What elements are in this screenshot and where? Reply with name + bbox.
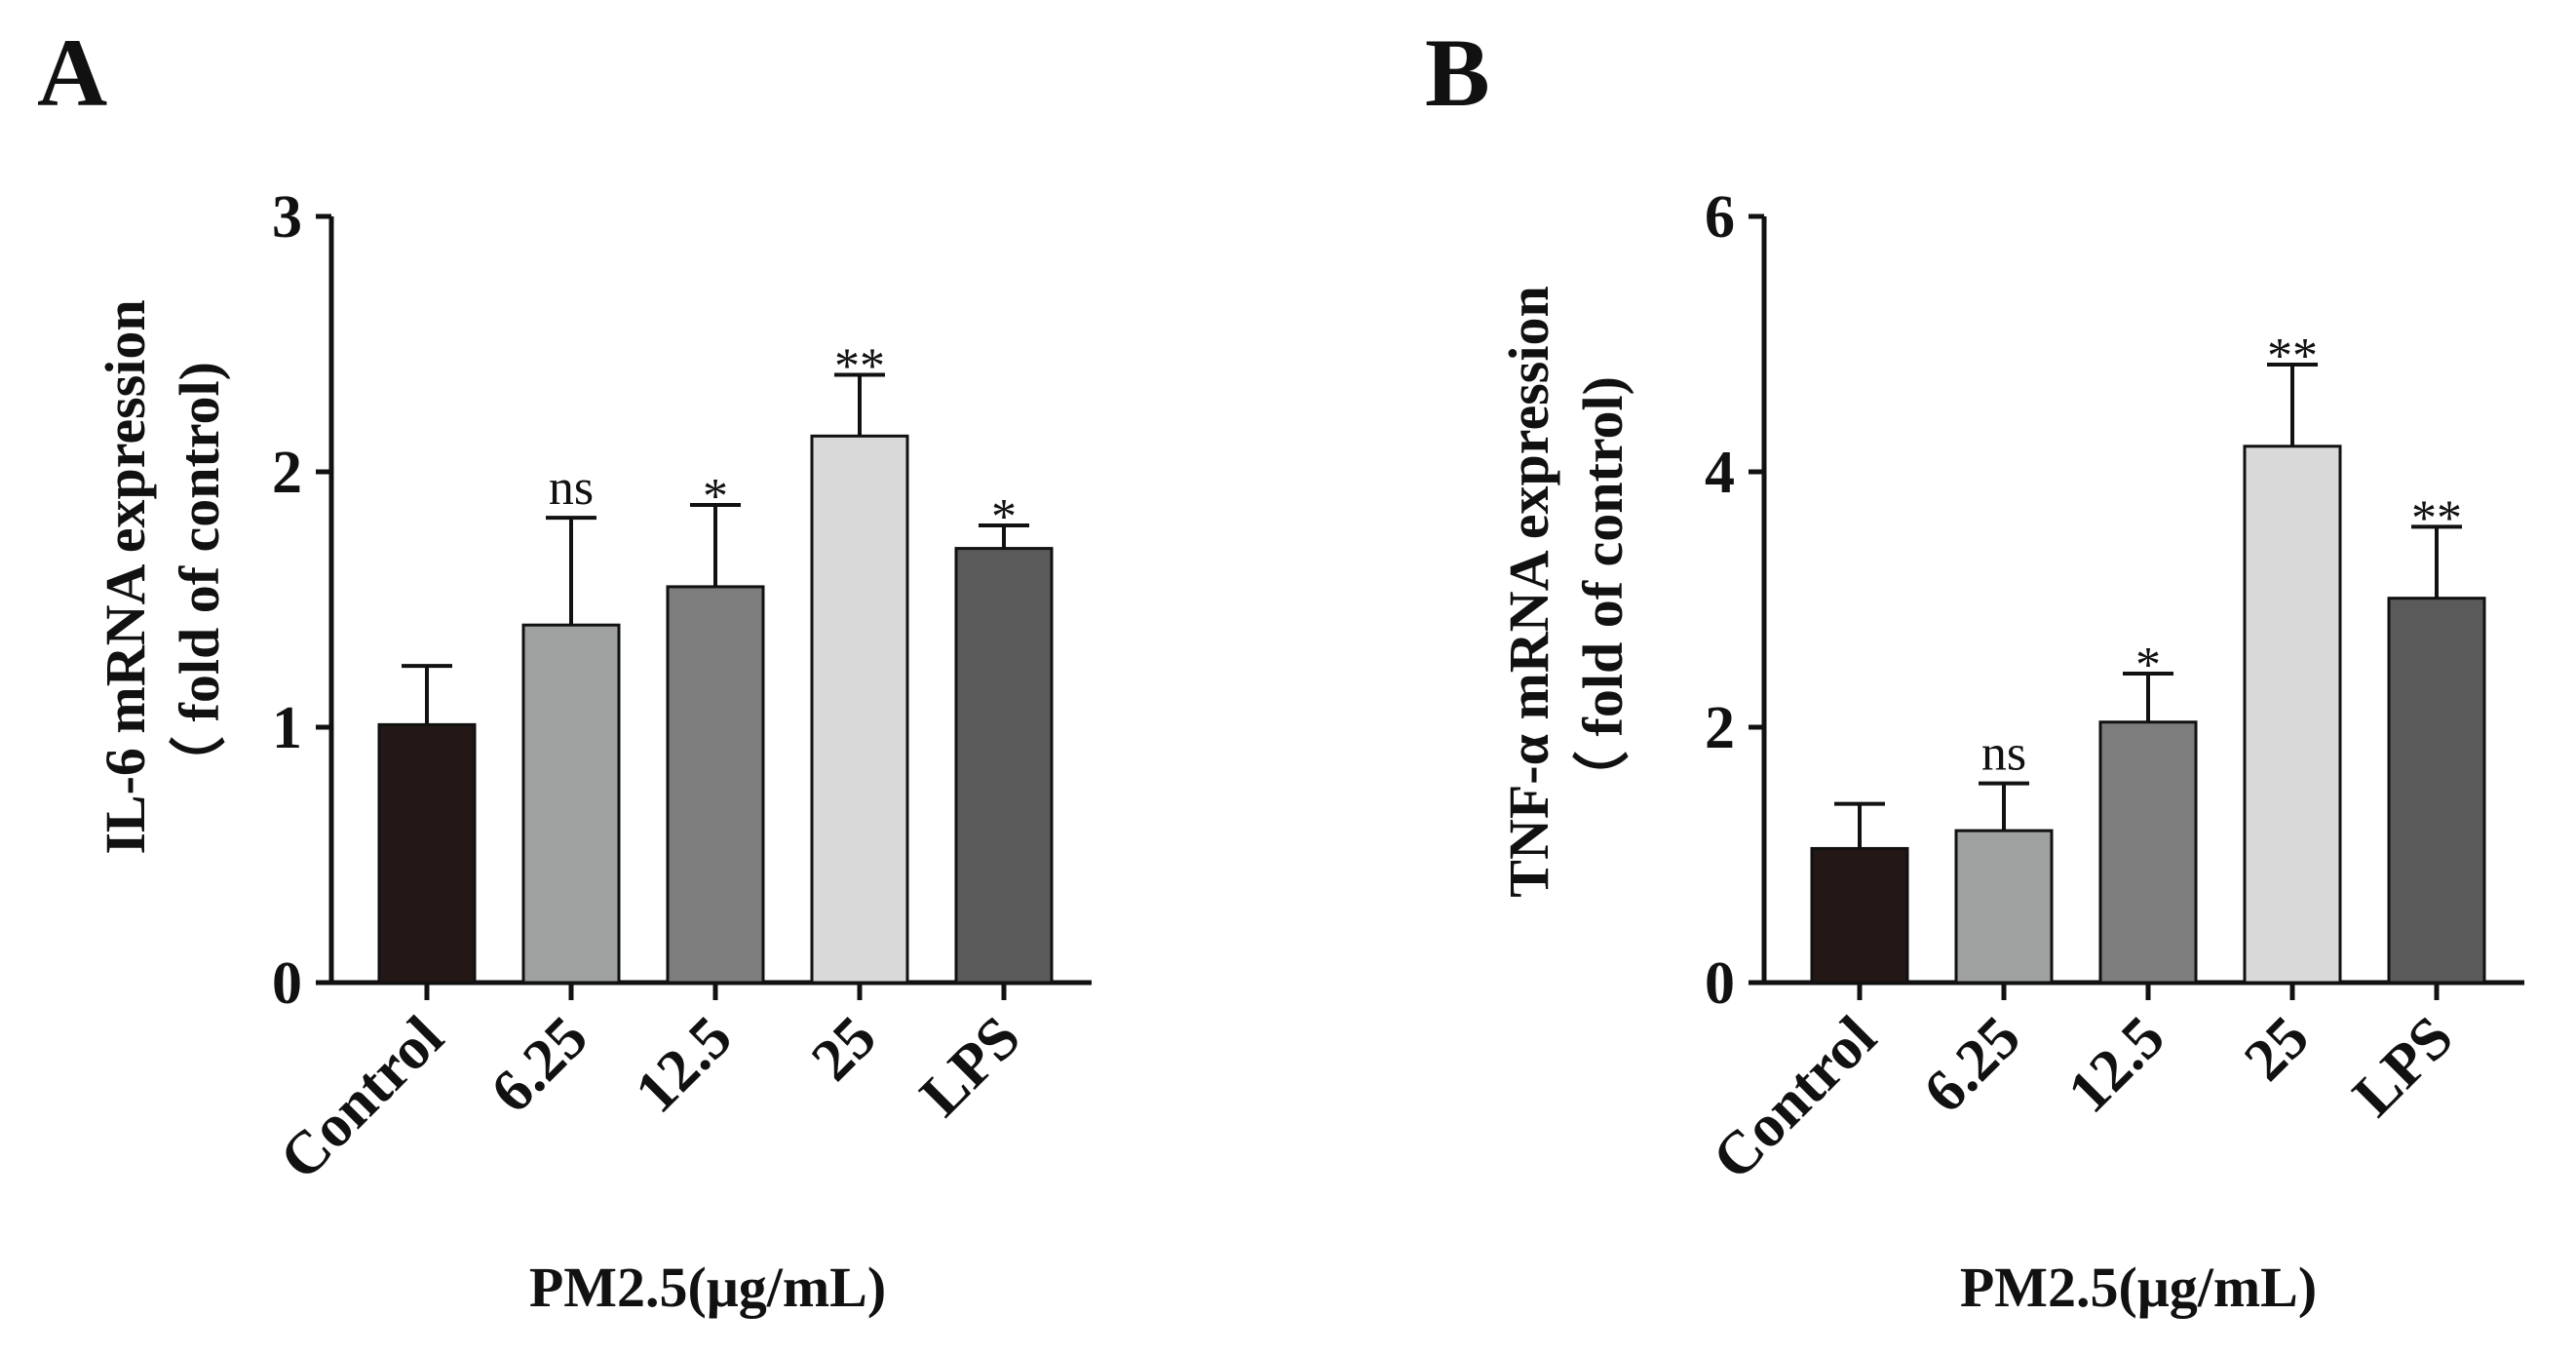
panel-b-significance-label: ** — [2411, 490, 2462, 546]
panel-b-y-tick-label: 4 — [1705, 440, 1735, 506]
panel-a-y-tick-label: 3 — [272, 184, 302, 251]
panel-b-y-tick-label: 2 — [1705, 695, 1735, 761]
panel-a-x-tick-label: 12.5 — [623, 1004, 745, 1126]
panel-a-significance-label: * — [991, 489, 1017, 545]
panel-b-x-tick-label: 12.5 — [2056, 1004, 2177, 1126]
panel-a-y-tick-label: 2 — [272, 440, 302, 506]
panel-a-significance-label: * — [703, 469, 728, 524]
panel-b-bar-control — [1810, 846, 1909, 985]
panel-b-x-tick-label: 6.25 — [1911, 1004, 2033, 1126]
panel-a: A IL-6 mRNA expression （ fold of control… — [37, 19, 1092, 1319]
panel-a-x-axis-label: PM2.5(μg/mL) — [529, 1256, 886, 1319]
panel-b-significance-label: ** — [2267, 329, 2318, 384]
panel-b-letter: B — [1425, 19, 1490, 127]
panel-b-bar-6-25 — [1954, 829, 2054, 985]
panel-b-x-tick-label: Control — [1700, 1004, 1888, 1192]
panel-a-bar-control — [377, 722, 477, 985]
panel-a-x-tick-label: LPS — [907, 1004, 1032, 1129]
panel-a-significance-label: ** — [834, 338, 885, 394]
panel-b-y-tick-label: 6 — [1705, 184, 1735, 251]
panel-b-x-tick-label: LPS — [2340, 1004, 2465, 1129]
panel-a-letter: A — [37, 19, 107, 127]
panel-b-bar-25 — [2243, 445, 2342, 985]
panel-b-x-tick-label: 25 — [2232, 1004, 2322, 1094]
panel-a-bar-25 — [810, 434, 909, 985]
panel-a-y-axis-label: IL-6 mRNA expression （ fold of control) — [94, 299, 231, 854]
panel-b-significance-label: * — [2135, 638, 2161, 693]
panel-b-y-axis-label-line2: （ fold of control) — [1571, 376, 1634, 807]
panel-b-bar-lps — [2387, 597, 2486, 985]
panel-a-x-tick-label: Control — [267, 1004, 455, 1192]
panel-b-y-axis-label-line1: TNF-α mRNA expression — [1497, 286, 1560, 897]
panel-a-y-axis-label-line1: IL-6 mRNA expression — [94, 299, 157, 854]
panel-b-x-axis-label: PM2.5(μg/mL) — [1960, 1256, 2317, 1319]
panel-a-bar-lps — [954, 547, 1054, 985]
panel-a-plot: 0 1 2 3 Control ns 6.25 * 12.5 ** 25 * LPS — [267, 184, 1092, 1192]
panel-b-significance-label: ns — [1981, 726, 2026, 782]
panel-b-plot: 0 2 4 6 Control ns 6.25 * 12.5 ** 25 ** LPS — [1700, 184, 2524, 1192]
panel-a-x-tick-label: 6.25 — [479, 1004, 600, 1126]
panel-a-significance-label: ns — [549, 460, 594, 516]
panel-a-y-tick-label: 1 — [272, 695, 302, 761]
panel-b-y-axis-label: TNF-α mRNA expression （ fold of control) — [1497, 286, 1634, 897]
panel-a-bar-6-25 — [521, 623, 621, 985]
panel-a-x-tick-label: 25 — [799, 1004, 889, 1094]
panel-a-y-tick-label: 0 — [272, 950, 302, 1017]
panel-a-bar-12-5 — [666, 585, 765, 985]
panel-b-y-tick-label: 0 — [1705, 950, 1735, 1017]
panel-a-y-axis-label-line2: （ fold of control) — [168, 362, 231, 793]
panel-b: B TNF-α mRNA expression （ fold of contro… — [1425, 19, 2524, 1319]
panel-b-bar-12-5 — [2098, 720, 2198, 985]
